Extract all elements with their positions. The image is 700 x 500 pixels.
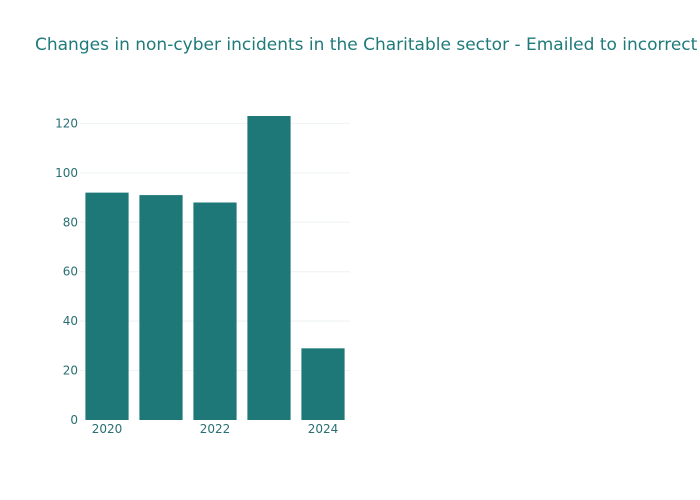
y-tick-label: 100 [55, 166, 78, 180]
x-tick-label: 2020 [92, 422, 123, 436]
y-axis-ticks: 0 20 40 60 80 100 120 [55, 116, 78, 427]
bar-2022[interactable] [193, 202, 237, 420]
y-tick-label: 20 [63, 364, 78, 378]
bar-2023[interactable] [247, 116, 291, 420]
y-tick-label: 40 [63, 314, 78, 328]
y-tick-label: 80 [63, 215, 78, 229]
y-tick-label: 120 [55, 116, 78, 130]
bar-2024[interactable] [301, 348, 345, 420]
chart-title: Changes in non-cyber incidents in the Ch… [35, 35, 700, 55]
y-tick-label: 60 [63, 265, 78, 279]
y-tick-label: 0 [70, 413, 78, 427]
bar-2021[interactable] [139, 195, 183, 420]
x-tick-label: 2022 [200, 422, 231, 436]
bar-2020[interactable] [85, 192, 129, 420]
x-tick-label: 2024 [308, 422, 339, 436]
x-axis-ticks: 2020 2022 2024 [92, 422, 339, 436]
bars [85, 116, 345, 420]
